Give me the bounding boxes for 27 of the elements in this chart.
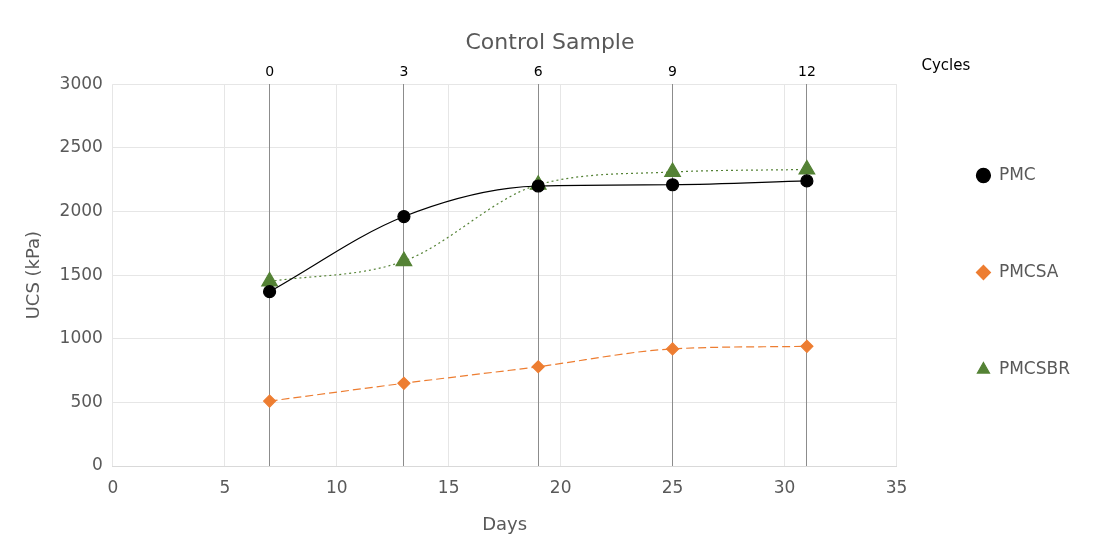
legend-label: PMCSBR [998,357,1071,378]
x-axis-title: Days [482,512,528,534]
x2-tick-label: 0 [265,63,275,80]
x-tick-label: 15 [437,476,460,497]
legend-label: PMC [998,163,1036,184]
x2-axis-title: Cycles [921,56,971,75]
chart-title: Control Sample [465,28,635,54]
y-tick-label: 3000 [59,72,103,93]
x-tick-label: 35 [885,476,908,497]
x-tick-label: 0 [107,476,119,497]
x2-tick-label: 3 [399,63,409,80]
x-tick-label: 20 [549,476,572,497]
x2-tick-label: 12 [797,63,816,80]
y-axis-title: UCS (kPa) [22,230,44,320]
y-tick-label: 1000 [59,327,103,348]
x-tick-label: 10 [325,476,348,497]
y-tick-label: 500 [70,390,103,411]
legend-label: PMCSA [998,260,1059,281]
x-tick-label: 5 [219,476,231,497]
x2-tick-label: 9 [668,63,678,80]
y-tick-label: 0 [92,454,103,475]
y-tick-label: 1500 [59,263,103,284]
x2-tick-label: 6 [533,63,543,80]
x-tick-label: 30 [773,476,796,497]
x-tick-label: 25 [661,476,684,497]
y-tick-label: 2500 [59,136,103,157]
y-tick-label: 2000 [59,199,103,220]
